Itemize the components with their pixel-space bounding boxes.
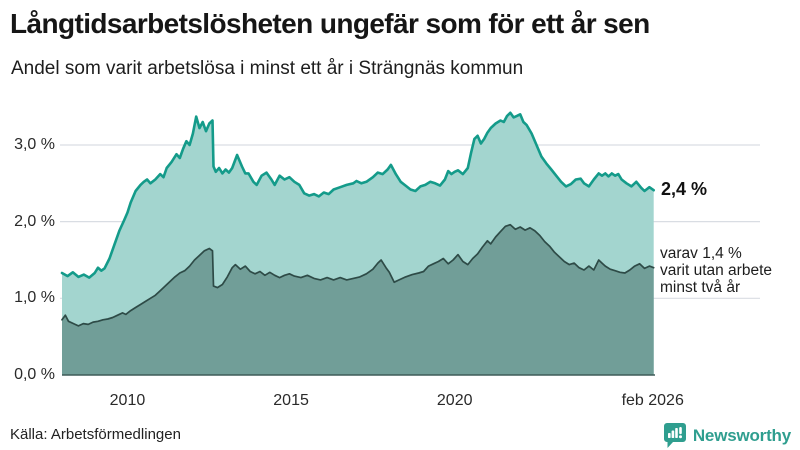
series1-area <box>62 112 654 376</box>
series1-end-value-label: 2,4 % <box>661 179 708 199</box>
x-tick-label: 2020 <box>436 392 473 409</box>
series2-annotation-line2: varit utan arbete <box>660 262 773 280</box>
series1-line <box>60 111 655 279</box>
x-tick-label: 2010 <box>109 392 146 409</box>
series2-annotation-line3: minst två år <box>660 279 741 297</box>
series2-line <box>61 223 655 327</box>
chart-subtitle: Andel som varit arbetslösa i minst ett å… <box>11 58 524 79</box>
newsworthy-logo: Newsworthy <box>663 422 791 449</box>
y-tick-label: 3,0 % <box>14 135 55 153</box>
x-tick-label: feb 2026 <box>621 392 684 409</box>
y-tick-label: 0,0 % <box>14 366 55 383</box>
x-tick-label: 2015 <box>273 392 309 409</box>
source-credit: Källa: Arbetsförmedlingen <box>10 426 181 443</box>
series2-area <box>62 224 654 375</box>
page-title: Långtidsarbetslösheten ungefär som för e… <box>10 8 650 39</box>
newsworthy-wordmark: Newsworthy <box>692 425 791 445</box>
newsworthy-icon <box>663 423 686 448</box>
series2-annotation-line1: varav 1,4 % <box>660 245 742 262</box>
y-tick-label: 2,0 % <box>14 212 55 230</box>
y-tick-label: 1,0 % <box>14 289 55 307</box>
series2-annotation: varav 1,4 % varit utan arbete minst två … <box>660 245 772 296</box>
